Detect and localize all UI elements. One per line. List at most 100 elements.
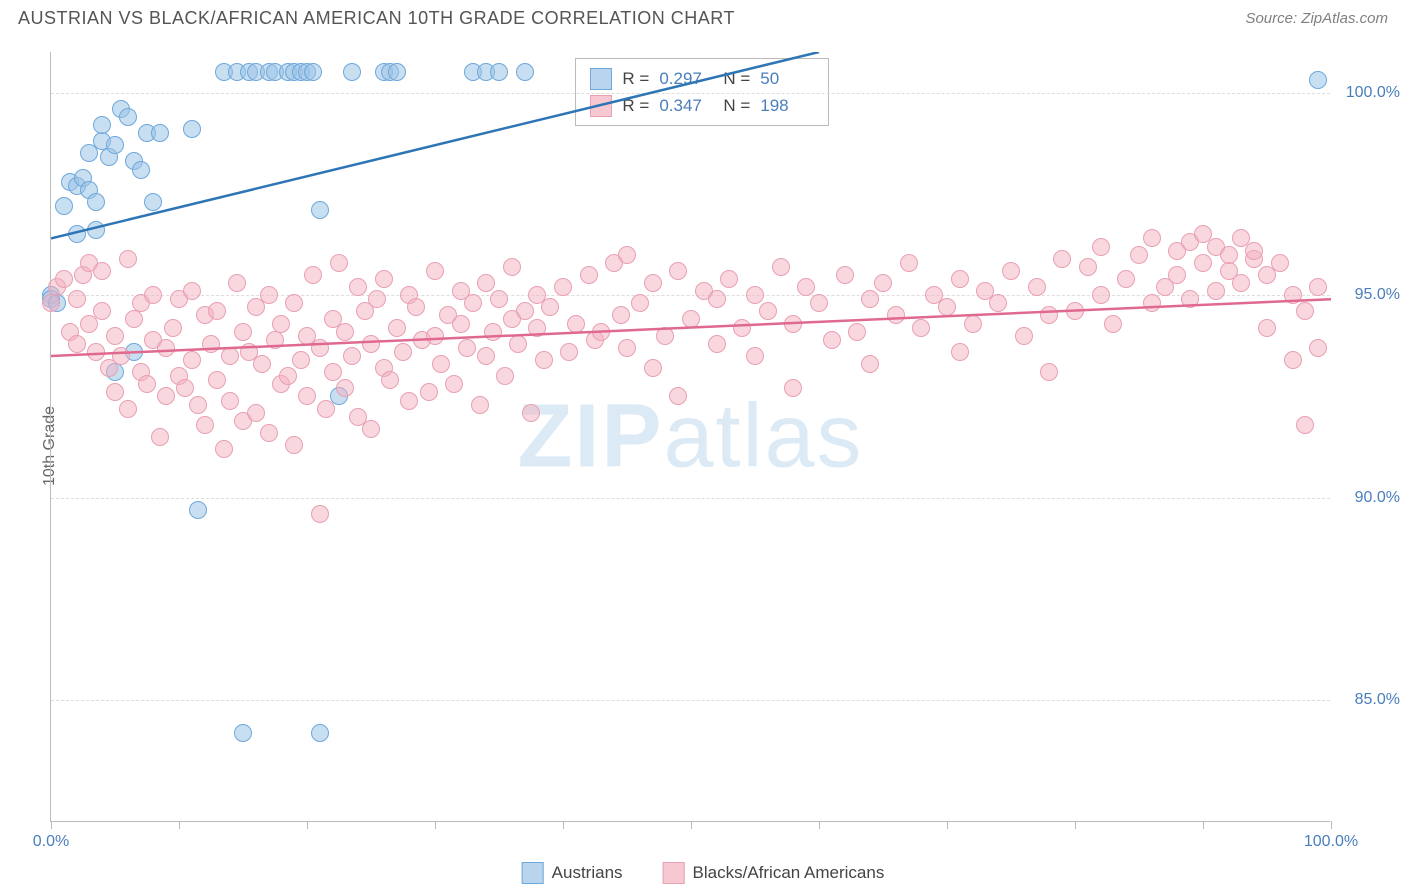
data-point xyxy=(682,310,700,328)
data-point xyxy=(119,250,137,268)
gridline xyxy=(51,93,1330,94)
swatch xyxy=(590,95,612,117)
swatch xyxy=(522,862,544,884)
stats-row: R = 0.297 N = 50 xyxy=(590,65,814,92)
data-point xyxy=(516,302,534,320)
data-point xyxy=(1194,254,1212,272)
data-point xyxy=(420,383,438,401)
data-point xyxy=(1040,306,1058,324)
data-point xyxy=(1143,229,1161,247)
data-point xyxy=(458,339,476,357)
data-point xyxy=(759,302,777,320)
data-point xyxy=(247,404,265,422)
stat-value: 50 xyxy=(760,65,814,92)
data-point xyxy=(1284,286,1302,304)
data-point xyxy=(1309,278,1327,296)
data-point xyxy=(311,505,329,523)
ytick-label: 85.0% xyxy=(1340,691,1400,709)
data-point xyxy=(266,331,284,349)
data-point xyxy=(1002,262,1020,280)
stat-value: 198 xyxy=(760,92,814,119)
data-point xyxy=(656,327,674,345)
data-point xyxy=(87,343,105,361)
data-point xyxy=(260,286,278,304)
data-point xyxy=(708,290,726,308)
data-point xyxy=(900,254,918,272)
stat-label: R = xyxy=(622,65,649,92)
data-point xyxy=(208,302,226,320)
data-point xyxy=(426,327,444,345)
data-point xyxy=(848,323,866,341)
data-point xyxy=(1079,258,1097,276)
watermark: ZIPatlas xyxy=(517,385,863,488)
data-point xyxy=(1207,282,1225,300)
data-point xyxy=(106,136,124,154)
data-point xyxy=(234,724,252,742)
data-point xyxy=(810,294,828,312)
stat-label: N = xyxy=(723,92,750,119)
data-point xyxy=(183,351,201,369)
data-point xyxy=(1053,250,1071,268)
data-point xyxy=(522,404,540,422)
data-point xyxy=(151,124,169,142)
ytick-label: 100.0% xyxy=(1340,84,1400,102)
data-point xyxy=(1028,278,1046,296)
gridline xyxy=(51,498,1330,499)
data-point xyxy=(196,416,214,434)
data-point xyxy=(746,347,764,365)
data-point xyxy=(215,440,233,458)
data-point xyxy=(317,400,335,418)
data-point xyxy=(516,63,534,81)
data-point xyxy=(144,193,162,211)
data-point xyxy=(567,315,585,333)
data-point xyxy=(336,323,354,341)
data-point xyxy=(42,294,60,312)
data-point xyxy=(68,335,86,353)
data-point xyxy=(1181,290,1199,308)
data-point xyxy=(580,266,598,284)
data-point xyxy=(164,319,182,337)
source-label: Source: ZipAtlas.com xyxy=(1245,10,1388,27)
data-point xyxy=(503,258,521,276)
data-point xyxy=(912,319,930,337)
xtick xyxy=(179,821,180,829)
data-point xyxy=(260,424,278,442)
data-point xyxy=(151,428,169,446)
data-point xyxy=(221,347,239,365)
data-point xyxy=(560,343,578,361)
data-point xyxy=(1284,351,1302,369)
stat-label: N = xyxy=(723,65,750,92)
data-point xyxy=(1309,339,1327,357)
gridline xyxy=(51,295,1330,296)
stat-value: 0.297 xyxy=(659,65,713,92)
data-point xyxy=(490,290,508,308)
legend-item: Blacks/African Americans xyxy=(663,862,885,884)
data-point xyxy=(1271,254,1289,272)
data-point xyxy=(324,363,342,381)
legend-label: Austrians xyxy=(552,863,623,883)
data-point xyxy=(989,294,1007,312)
data-point xyxy=(106,383,124,401)
xtick xyxy=(1331,821,1332,829)
xtick xyxy=(435,821,436,829)
data-point xyxy=(669,262,687,280)
data-point xyxy=(477,274,495,292)
data-point xyxy=(528,319,546,337)
data-point xyxy=(541,298,559,316)
data-point xyxy=(157,339,175,357)
data-point xyxy=(733,319,751,337)
data-point xyxy=(1309,71,1327,89)
data-point xyxy=(388,63,406,81)
data-point xyxy=(1232,274,1250,292)
data-point xyxy=(343,63,361,81)
data-point xyxy=(183,282,201,300)
data-point xyxy=(221,392,239,410)
xtick-label: 0.0% xyxy=(33,833,69,851)
data-point xyxy=(362,420,380,438)
data-point xyxy=(68,290,86,308)
data-point xyxy=(612,306,630,324)
data-point xyxy=(1015,327,1033,345)
xtick-label: 100.0% xyxy=(1304,833,1358,851)
data-point xyxy=(68,225,86,243)
data-point xyxy=(189,501,207,519)
